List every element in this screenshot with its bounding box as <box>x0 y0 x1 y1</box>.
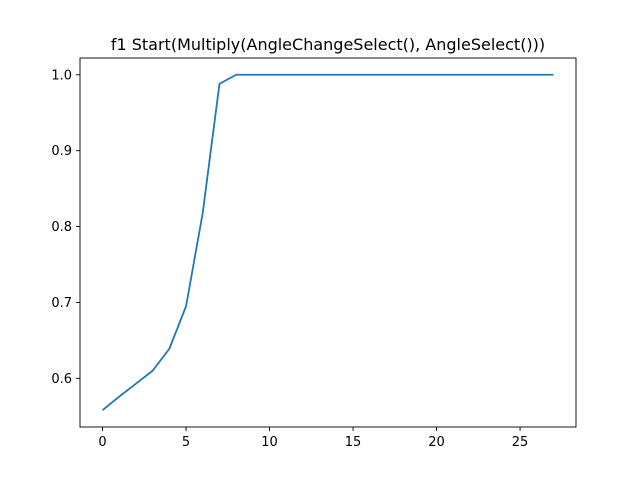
series-line <box>101 73 554 411</box>
x-tick-label: 5 <box>182 435 190 450</box>
chart-title: f1 Start(Multiply(AngleChangeSelect(), A… <box>111 35 545 54</box>
x-tick-label: 20 <box>428 435 445 450</box>
y-tick-label: 0.9 <box>51 144 72 159</box>
y-tick-label: 0.6 <box>51 372 72 387</box>
y-tick-label: 1.0 <box>51 68 72 83</box>
x-axis: 0 5 10 15 20 25 <box>98 427 528 450</box>
plot-area <box>79 57 577 428</box>
y-axis: 0.6 0.7 0.8 0.9 1.0 <box>51 68 80 387</box>
x-tick-label: 0 <box>98 435 106 450</box>
x-tick-label: 25 <box>512 435 529 450</box>
axes-frame <box>79 57 577 428</box>
y-tick-label: 0.8 <box>51 220 72 235</box>
x-tick-label: 15 <box>345 435 362 450</box>
x-tick-label: 10 <box>261 435 278 450</box>
y-tick-label: 0.7 <box>51 296 72 311</box>
